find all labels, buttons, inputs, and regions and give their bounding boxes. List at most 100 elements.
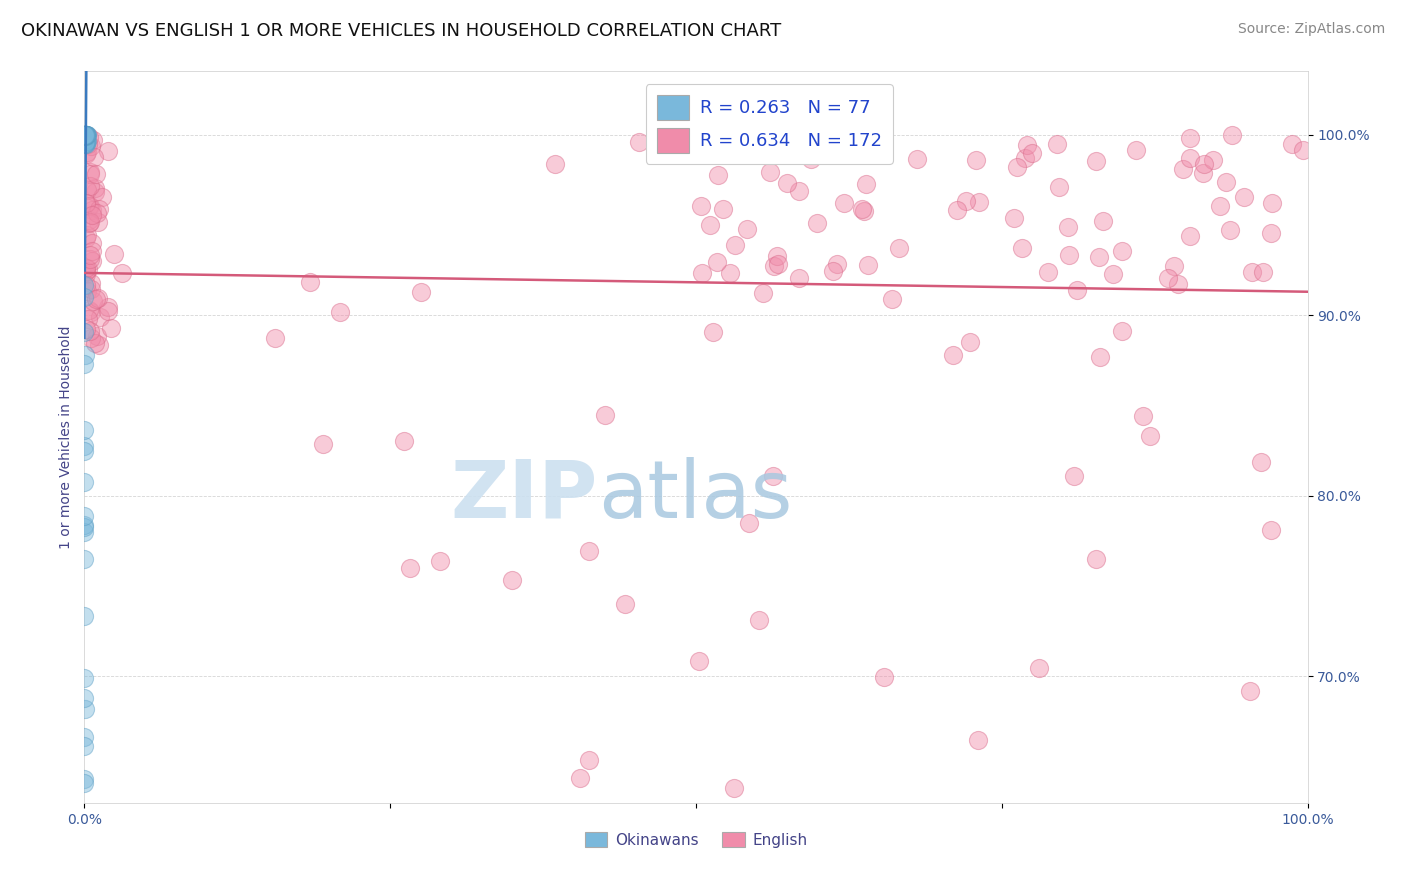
Point bbox=[763, 259, 786, 273]
Point bbox=[97, 145, 120, 159]
Point bbox=[73, 278, 96, 293]
Point bbox=[1084, 552, 1107, 566]
Point bbox=[1260, 227, 1282, 241]
Point bbox=[76, 128, 98, 142]
Point bbox=[86, 206, 108, 220]
Point bbox=[73, 423, 96, 437]
Point bbox=[97, 300, 120, 314]
Point bbox=[83, 150, 105, 164]
Point bbox=[711, 202, 734, 216]
Point bbox=[1215, 175, 1237, 189]
Point bbox=[73, 128, 96, 143]
Point bbox=[75, 128, 97, 142]
Point bbox=[75, 268, 97, 282]
Point bbox=[75, 133, 97, 147]
Point bbox=[75, 136, 97, 151]
Point bbox=[75, 128, 97, 142]
Point bbox=[73, 129, 96, 144]
Point bbox=[76, 285, 98, 299]
Y-axis label: 1 or more Vehicles in Household: 1 or more Vehicles in Household bbox=[59, 326, 73, 549]
Point bbox=[86, 167, 108, 181]
Point bbox=[73, 128, 96, 142]
Point bbox=[80, 244, 103, 259]
Point bbox=[748, 613, 770, 627]
Point bbox=[544, 156, 567, 170]
Point bbox=[1085, 153, 1108, 168]
Point bbox=[80, 139, 103, 153]
Point bbox=[768, 257, 790, 271]
Point bbox=[73, 776, 96, 790]
Point bbox=[1251, 264, 1274, 278]
Point bbox=[80, 253, 103, 268]
Point bbox=[762, 469, 785, 483]
Point bbox=[776, 176, 799, 190]
Point bbox=[73, 136, 96, 150]
Point bbox=[789, 271, 811, 285]
Point bbox=[86, 291, 108, 305]
Point bbox=[1281, 136, 1303, 151]
Point bbox=[75, 128, 97, 142]
Point bbox=[73, 128, 96, 142]
Point bbox=[75, 135, 97, 149]
Point bbox=[1191, 166, 1213, 180]
Point bbox=[1063, 469, 1085, 483]
Point bbox=[82, 235, 104, 250]
Point bbox=[73, 131, 96, 145]
Point bbox=[758, 165, 780, 179]
Point bbox=[75, 321, 97, 335]
Point bbox=[578, 544, 600, 558]
Point bbox=[75, 147, 97, 161]
Point bbox=[87, 215, 110, 229]
Point bbox=[692, 267, 714, 281]
Point bbox=[1091, 214, 1114, 228]
Point bbox=[76, 228, 98, 243]
Point bbox=[855, 177, 877, 191]
Point bbox=[800, 153, 823, 167]
Point bbox=[821, 264, 844, 278]
Point bbox=[1202, 153, 1225, 168]
Point bbox=[1292, 143, 1315, 157]
Point bbox=[1017, 137, 1039, 152]
Point bbox=[1240, 265, 1263, 279]
Point bbox=[718, 266, 741, 280]
Point bbox=[75, 128, 97, 142]
Point bbox=[1173, 161, 1195, 176]
Point bbox=[77, 213, 100, 227]
Point bbox=[1250, 455, 1272, 469]
Point bbox=[75, 128, 97, 142]
Point bbox=[264, 331, 287, 345]
Point bbox=[100, 321, 122, 335]
Point bbox=[75, 128, 97, 142]
Point bbox=[1056, 220, 1078, 235]
Point bbox=[96, 303, 118, 318]
Point bbox=[329, 305, 352, 319]
Point bbox=[578, 753, 600, 767]
Point bbox=[399, 560, 422, 574]
Point bbox=[1178, 228, 1201, 243]
Point bbox=[1011, 241, 1033, 255]
Point bbox=[789, 135, 811, 149]
Point bbox=[73, 128, 96, 142]
Point bbox=[77, 312, 100, 326]
Point bbox=[1014, 151, 1036, 165]
Point bbox=[959, 335, 981, 350]
Point bbox=[73, 128, 96, 142]
Point bbox=[1111, 244, 1133, 258]
Point bbox=[628, 135, 651, 149]
Point bbox=[693, 136, 716, 151]
Point bbox=[1046, 136, 1069, 151]
Point bbox=[738, 516, 761, 530]
Point bbox=[103, 246, 125, 260]
Point bbox=[851, 202, 873, 216]
Point bbox=[706, 255, 728, 269]
Point bbox=[77, 216, 100, 230]
Point bbox=[73, 128, 96, 142]
Point bbox=[75, 129, 97, 144]
Point bbox=[80, 276, 103, 290]
Point bbox=[690, 199, 713, 213]
Point bbox=[299, 275, 322, 289]
Point bbox=[73, 129, 96, 144]
Point bbox=[73, 130, 96, 145]
Point bbox=[73, 348, 96, 362]
Point bbox=[82, 293, 104, 308]
